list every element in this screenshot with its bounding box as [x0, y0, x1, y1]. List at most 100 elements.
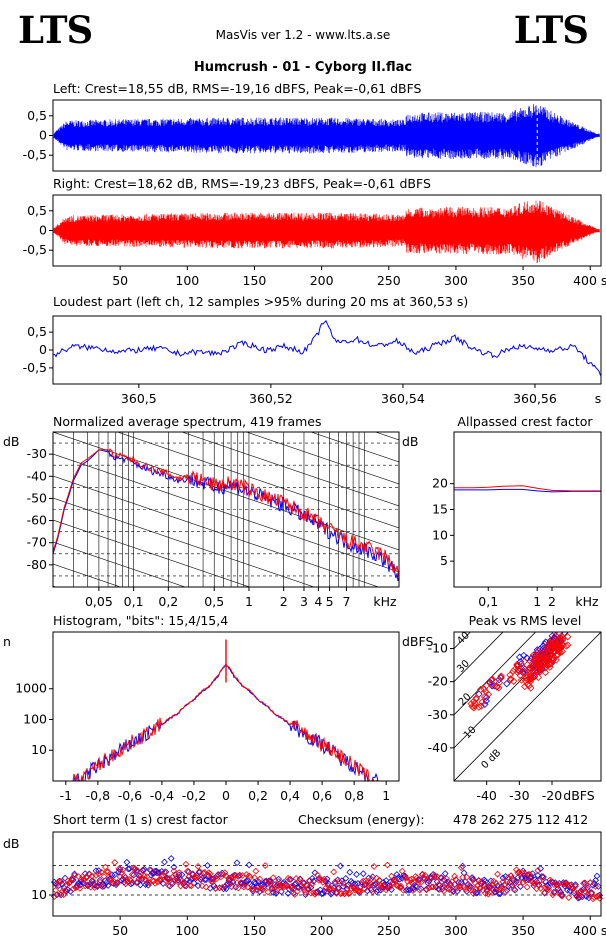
short-term-point: [201, 876, 209, 883]
short-term-point: [359, 870, 367, 878]
short-term-ytick-label: 10: [31, 887, 47, 902]
short-term-point: [550, 888, 558, 896]
short-term-point: [461, 885, 469, 893]
short-term-point: [142, 876, 150, 884]
short-term-point: [418, 870, 426, 878]
peak-rms-point: [526, 664, 535, 673]
short-term-point: [512, 866, 520, 874]
short-term-point: [374, 883, 382, 890]
short-term-point: [260, 885, 268, 892]
short-term-point: [558, 891, 566, 899]
short-term-point: [510, 885, 518, 893]
short-term-point: [554, 881, 562, 889]
spectrum-slopes: [53, 432, 399, 587]
short-term-point: [499, 874, 507, 882]
short-term-point: [233, 879, 241, 886]
short-term-point: [127, 877, 135, 884]
histogram-xtick-label: 0,4: [280, 788, 300, 803]
peak-rms-ytick-label: -10: [428, 641, 448, 656]
short-term-point: [573, 892, 581, 900]
spectrum-ytick-label: -50: [27, 490, 47, 505]
short-term-point: [89, 878, 97, 885]
histogram-xtick-label: 0,6: [312, 788, 332, 803]
short-term-point: [370, 863, 378, 870]
short-term-point: [243, 877, 250, 885]
lts-logo-left: LTS: [18, 8, 93, 52]
spectrum-ytick-label: -40: [27, 468, 47, 483]
short-term-point: [112, 879, 120, 887]
crest-line: [454, 632, 601, 781]
crest-line: [454, 632, 537, 716]
short-term-point: [371, 881, 379, 889]
short-term-point: [342, 889, 350, 897]
short-term-point: [494, 870, 501, 878]
short-term-point: [173, 873, 180, 881]
short-term-point: [538, 881, 546, 888]
short-term-point: [91, 884, 99, 891]
short-term-point: [441, 870, 449, 877]
short-term-point: [449, 887, 457, 895]
short-term-point: [178, 877, 186, 885]
right-waveform-ytick-label: 0,5: [27, 203, 47, 218]
spectrum-xtick-label: 5: [326, 594, 334, 609]
short-term-point: [331, 878, 339, 886]
short-term-point: [304, 884, 312, 892]
short-term-point: [334, 884, 342, 892]
spectrum-title: Normalized average spectrum, 419 frames: [53, 414, 322, 429]
short-term-point: [480, 882, 488, 889]
short-term-point: [441, 880, 449, 888]
short-term-point: [138, 876, 146, 884]
short-term-point: [107, 876, 115, 884]
allpass-ylabel: dB: [402, 434, 419, 449]
short-term-point: [314, 871, 321, 879]
short-term-point: [408, 875, 416, 883]
peak-rms-point: [564, 641, 572, 649]
histogram-xtick-label: 0,8: [344, 788, 364, 803]
short-term-point: [161, 858, 168, 866]
short-term-point: [375, 876, 383, 884]
allpass-series-1: [454, 485, 601, 492]
short-term-point: [436, 881, 444, 889]
short-term-point: [132, 879, 140, 886]
short-term-point: [96, 876, 104, 884]
peak-rms-point: [541, 668, 550, 677]
short-term-point: [569, 884, 577, 892]
short-term-point: [154, 878, 162, 886]
short-term-point: [181, 882, 189, 889]
short-term-point: [558, 892, 566, 900]
short-term-point: [228, 883, 236, 891]
short-term-point: [345, 890, 352, 897]
short-term-xtick-label: 350: [511, 923, 535, 938]
short-term-point: [487, 883, 495, 891]
peak-rms-point: [553, 650, 561, 659]
peak-rms-point: [559, 636, 567, 644]
lts-logo-right: LTS: [513, 8, 589, 52]
peak-rms-series-1: [467, 632, 572, 712]
left-waveform-signal: [53, 103, 600, 168]
short-term-point: [87, 883, 95, 891]
short-term-point: [541, 889, 548, 897]
short-term-point: [388, 872, 395, 880]
right-waveform-ytick-label: -0,5: [23, 242, 47, 257]
peak-rms-point: [510, 677, 518, 685]
peak-rms-point: [471, 699, 479, 708]
short-term-point: [449, 888, 457, 896]
short-term-point: [452, 876, 460, 884]
short-term-point: [553, 880, 561, 888]
short-term-point: [261, 877, 269, 885]
short-term-point: [443, 875, 450, 883]
loudest-ytick-label: -0,5: [23, 360, 47, 375]
peak-rms-point: [542, 657, 551, 666]
histogram-xtick-label: -0,8: [86, 788, 110, 803]
peak-rms-xunit: dBFS: [563, 788, 594, 803]
histogram-ytick-label: 10: [31, 742, 47, 757]
short-term-point: [61, 887, 69, 895]
short-term-point: [135, 875, 143, 883]
short-term-point: [549, 891, 557, 899]
short-term-point: [294, 887, 301, 895]
short-term-point: [507, 872, 515, 879]
allpass-ytick-label: 10: [432, 527, 448, 542]
short-term-point: [508, 874, 516, 882]
peak-rms-xtick-label: -30: [509, 788, 529, 803]
